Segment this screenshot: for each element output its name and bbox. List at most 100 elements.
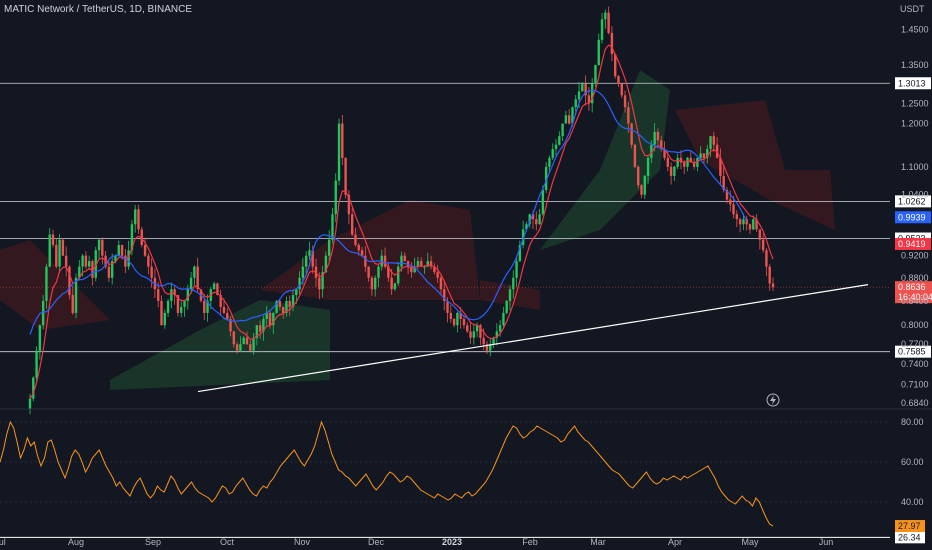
candle-body[interactable] [101, 239, 104, 256]
candle-body[interactable] [492, 337, 495, 345]
candle-body[interactable] [663, 149, 666, 158]
candle-body[interactable] [531, 214, 535, 220]
lightning-icon[interactable] [766, 393, 780, 407]
candle-body[interactable] [242, 337, 245, 345]
candle-body[interactable] [683, 162, 686, 167]
trendline[interactable] [197, 284, 869, 393]
candle-body[interactable] [761, 239, 765, 251]
candle-body[interactable] [696, 157, 699, 167]
rsi-line[interactable] [0, 420, 774, 527]
candle-body[interactable] [706, 149, 709, 158]
candle-body[interactable] [528, 214, 531, 225]
candle-body[interactable] [669, 166, 673, 176]
candle-body[interactable] [61, 239, 65, 256]
candle-body[interactable] [689, 157, 693, 163]
candle-body[interactable] [597, 39, 600, 65]
candle-body[interactable] [459, 312, 462, 320]
candle-body[interactable] [150, 266, 153, 278]
candle-body[interactable] [416, 261, 420, 267]
candle-body[interactable] [456, 312, 459, 326]
candle-body[interactable] [525, 224, 528, 230]
candle-body[interactable] [466, 325, 469, 332]
candle-body[interactable] [420, 261, 423, 267]
candle-body[interactable] [630, 123, 633, 145]
candle-body[interactable] [189, 277, 193, 290]
candle-body[interactable] [643, 175, 646, 195]
candle-body[interactable] [637, 166, 640, 186]
candle-body[interactable] [354, 234, 357, 245]
candle-body[interactable] [729, 199, 732, 205]
candle-body[interactable] [443, 289, 446, 301]
candle-body[interactable] [229, 319, 232, 332]
candle-body[interactable] [752, 219, 755, 230]
candle-body[interactable] [722, 175, 725, 190]
candle-body[interactable] [318, 277, 321, 290]
trendline-group[interactable] [0, 284, 932, 410]
candle-body[interactable] [502, 312, 505, 326]
candle-body[interactable] [170, 289, 173, 301]
candle-body[interactable] [397, 266, 400, 284]
candle-body[interactable] [462, 319, 466, 326]
candle-body[interactable] [186, 289, 190, 301]
candle-body[interactable] [633, 144, 637, 167]
candle-body[interactable] [610, 32, 614, 55]
candle-body[interactable] [600, 19, 604, 40]
candle-body[interactable] [321, 272, 324, 290]
candle-body[interactable] [735, 214, 739, 220]
candle-body[interactable] [216, 283, 219, 296]
candle-body[interactable] [304, 255, 308, 267]
candle-body[interactable] [341, 123, 344, 158]
candle-body[interactable] [551, 149, 554, 158]
candle-body[interactable] [28, 398, 32, 409]
candle-body[interactable] [709, 136, 712, 150]
candle-body[interactable] [508, 289, 512, 301]
candle-body[interactable] [771, 283, 775, 288]
candle-body[interactable] [377, 266, 380, 278]
candle-body[interactable] [163, 312, 166, 326]
candle-body[interactable] [140, 229, 143, 245]
candle-body[interactable] [479, 325, 482, 338]
candle-body[interactable] [679, 157, 683, 163]
candle-body[interactable] [692, 162, 696, 167]
candle-body[interactable] [627, 107, 630, 124]
candle-body[interactable] [590, 83, 594, 104]
candle-body[interactable] [656, 131, 660, 141]
candle-body[interactable] [71, 295, 74, 313]
candle-body[interactable] [673, 166, 676, 176]
candle-body[interactable] [97, 239, 101, 251]
candle-body[interactable] [676, 157, 679, 167]
candle-body[interactable] [262, 319, 265, 332]
candle-body[interactable] [587, 95, 591, 104]
candle-body[interactable] [410, 266, 413, 273]
candle-body[interactable] [344, 157, 347, 195]
candle-body[interactable] [594, 64, 597, 84]
candle-body[interactable] [373, 277, 377, 290]
candle-body[interactable] [449, 312, 453, 320]
candle-body[interactable] [745, 219, 748, 225]
candle-body[interactable] [180, 306, 183, 313]
candle-body[interactable] [370, 277, 374, 290]
candle-body[interactable] [350, 214, 354, 235]
candle-body[interactable] [114, 255, 117, 262]
candle-body[interactable] [258, 325, 262, 332]
candle-body[interactable] [383, 255, 387, 267]
candle-body[interactable] [613, 54, 617, 77]
candle-body[interactable] [403, 255, 406, 262]
candle-body[interactable] [429, 261, 433, 267]
candle-body[interactable] [364, 255, 367, 267]
candle-body[interactable] [324, 255, 328, 273]
candle-body[interactable] [232, 331, 236, 345]
candle-body[interactable] [584, 83, 587, 96]
candle-body[interactable] [68, 266, 71, 296]
candle-body[interactable] [357, 244, 360, 251]
candle-body[interactable] [390, 277, 393, 290]
candle-body[interactable] [212, 283, 216, 290]
candle-body[interactable] [206, 300, 209, 313]
candle-body[interactable] [291, 295, 295, 307]
candle-body[interactable] [32, 377, 35, 399]
candle-body[interactable] [653, 131, 656, 145]
candle-body[interactable] [768, 266, 771, 284]
candle-body[interactable] [567, 115, 571, 124]
candle-body[interactable] [439, 277, 443, 290]
